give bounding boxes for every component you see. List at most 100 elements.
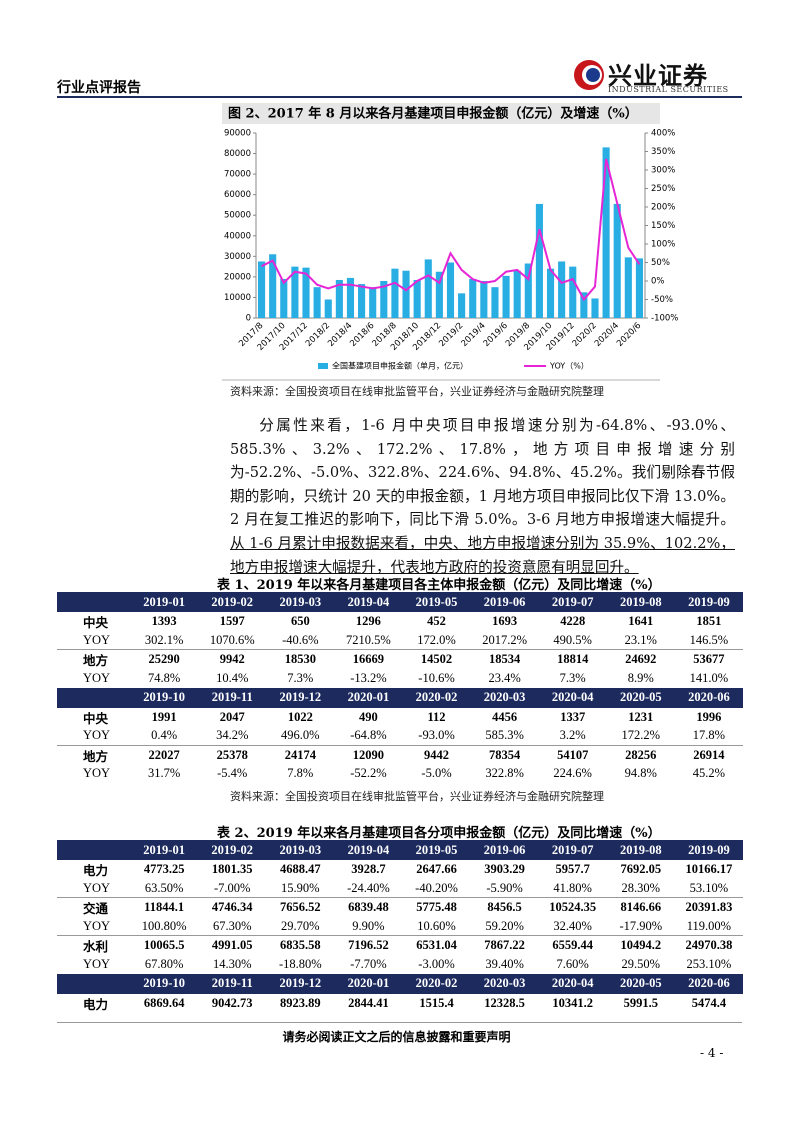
paragraph: 分属性来看，1-6 月中央项目申报增速分别为-64.8%、-93.0%、585.… (230, 414, 735, 579)
data-row: YOY 74.8% 10.4% 7.3% -13.2% -10.6% 23.4% 7.3% 8.… (57, 669, 743, 688)
cell: 11844.1 (130, 897, 199, 917)
table-grid: 2019-01 2019-02 2019-03 2019-04 2019-05 2019-… (57, 840, 743, 1013)
bar (446, 262, 455, 318)
cell: 4688.47 (280, 862, 321, 876)
cell: 3903.29 (484, 862, 525, 876)
cell: 146.5% (689, 632, 729, 647)
bar (546, 268, 555, 318)
table2: 2019-01 2019-02 2019-03 2019-04 2019-05 2019-… (57, 840, 743, 1013)
cell: 4456 (492, 709, 518, 724)
cell: 650 (290, 614, 310, 628)
y-tick-label: 40000 (224, 231, 251, 241)
data-row: 水利 10065.5 4991.05 6835.58 7196.52 6531.04 786… (57, 935, 743, 955)
logo-icon (574, 60, 604, 90)
cell: 6835.58 (266, 935, 335, 955)
cell: 23.1% (624, 632, 657, 647)
cell: -40.6% (282, 632, 319, 647)
bar (502, 275, 510, 318)
header-cell: 2020-03 (470, 973, 539, 994)
header-cell: 2019-05 (402, 840, 471, 860)
y-tick-label: 80000 (224, 149, 251, 159)
header-cell: 2019-04 (334, 592, 403, 612)
bar (380, 281, 388, 318)
header-cell: 2019-08 (606, 592, 675, 612)
row-label: 地方 (57, 649, 131, 669)
cell: 6839.48 (334, 897, 403, 917)
header-cell: 2019-12 (266, 973, 335, 994)
header-cell: 2019-04 (334, 840, 403, 860)
bar (602, 147, 610, 318)
header-cell: 2020-02 (402, 687, 471, 708)
cell: 7196.52 (334, 935, 403, 955)
cell: 29.50% (621, 956, 661, 971)
data-row: YOY 31.7% -5.4% 7.8% -52.2% -5.0% 322.8% 224.6%… (57, 765, 743, 784)
cell: 1851 (696, 614, 722, 628)
cell: 4991.05 (198, 935, 267, 955)
cell: 16669 (334, 649, 403, 669)
bar (280, 278, 288, 318)
data-row: 电力 4773.25 1801.35 4688.47 3928.7 2647.66 3903… (57, 860, 743, 879)
y-tick-label: 70000 (224, 170, 251, 180)
bar (346, 277, 355, 318)
table1-title: 表 1、2019 年以来各月基建项目各主体申报金额（亿元）及同比增速（%） (217, 578, 661, 593)
cell: -40.20% (415, 880, 458, 895)
y2-tick-label: 400% (651, 129, 675, 139)
cell: 1991 (151, 709, 177, 724)
y2-tick-label: 100% (651, 240, 675, 250)
cell: 10524.35 (538, 897, 607, 917)
bar (413, 279, 421, 318)
cell: 1693 (492, 614, 518, 628)
cell: 1070.6% (209, 632, 255, 647)
cell: 119.00% (686, 918, 732, 933)
cell: 24692 (606, 649, 675, 669)
bar (480, 281, 488, 318)
header-cell: 2019-09 (674, 840, 743, 860)
header-cell: 2020-04 (538, 687, 607, 708)
cell: 585.3% (485, 728, 524, 742)
y2-tick-label: 250% (651, 184, 675, 194)
table1: 2019-01 2019-02 2019-03 2019-04 2019-05 2019-… (57, 592, 743, 783)
header-cell (57, 973, 131, 994)
cell: 452 (427, 614, 446, 628)
header-cell: 2020-06 (674, 973, 743, 994)
cell: -5.90% (486, 880, 523, 895)
cell: 2047 (219, 709, 245, 724)
cell: 490 (359, 709, 378, 724)
cell: 14.30% (212, 956, 252, 971)
cell: -5.0% (421, 766, 452, 781)
cell: -10.6% (418, 670, 455, 685)
cell: 17.8% (692, 728, 726, 742)
header-cell: 2020-03 (470, 687, 539, 708)
legend-swatch (318, 363, 328, 369)
bar (269, 254, 277, 318)
bar (291, 266, 299, 318)
y2-tick-label: 150% (651, 221, 675, 231)
cell: 1393 (151, 614, 177, 628)
row-label: 中央 (83, 711, 109, 726)
figure-title-band (222, 103, 660, 124)
header-cell: 2019-03 (266, 840, 335, 860)
cell: -64.8% (350, 728, 387, 742)
cell: 54107 (538, 744, 607, 765)
cell: 12328.5 (484, 995, 525, 1010)
cell: 67.30% (212, 918, 252, 933)
cell: 4228 (560, 614, 586, 628)
row-label: YOY (83, 632, 111, 647)
cell: 7.3% (559, 670, 586, 685)
y-tick-label: 50000 (224, 211, 251, 221)
chart: 图 2、2017 年 8 月以来各月基建项目申报金额（亿元）及增速（%） 0 10… (222, 103, 678, 381)
y2-tick-label: 350% (651, 147, 675, 157)
header-cell (57, 687, 131, 708)
data-row: 地方 22027 25378 24174 12090 9442 78354 54107 2825… (57, 744, 743, 765)
cell: 322.8% (485, 766, 524, 781)
header-row: 2019-10 2019-11 2019-12 2020-01 2020-02 2020-… (57, 687, 743, 708)
cell: 18814 (538, 649, 607, 669)
footer-rule (57, 1022, 742, 1023)
cell: -13.2% (350, 670, 387, 685)
cell: 2844.41 (348, 995, 389, 1010)
data-row: 中央 1393 1597 650 1296 452 1693 4228 1641 1851 (57, 612, 743, 631)
data-row: YOY 0.4% 34.2% 496.0% -64.8% -93.0% 585.3% 3.2%… (57, 727, 743, 746)
cell: 1515.4 (419, 995, 454, 1010)
cell: 9942 (198, 649, 267, 669)
cell: 15.90% (281, 880, 320, 895)
